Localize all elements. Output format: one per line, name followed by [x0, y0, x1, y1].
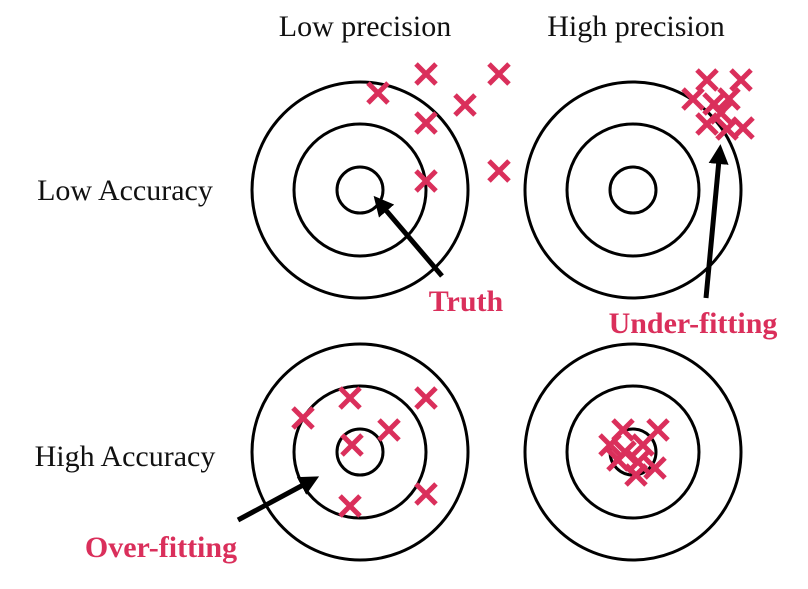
- truth-arrow-icon: [373, 195, 444, 278]
- cross-marker-icon: [377, 418, 401, 442]
- under-fitting-arrow-icon: [703, 144, 729, 299]
- column-header-high-precision: High precision: [547, 10, 724, 43]
- marker-group: [681, 68, 755, 141]
- marker-group: [598, 418, 670, 487]
- annotation-under-fitting: Under-fitting: [609, 307, 778, 340]
- cross-marker-icon: [695, 68, 719, 92]
- middle-ring: [292, 384, 428, 520]
- cross-marker-icon: [291, 406, 315, 430]
- cross-marker-icon: [487, 159, 511, 183]
- cross-marker-icon: [414, 169, 438, 193]
- cross-marker-icon: [414, 482, 438, 506]
- cross-marker-icon: [729, 68, 753, 92]
- over-fitting-arrow-icon: [236, 476, 320, 523]
- cross-marker-icon: [338, 386, 362, 410]
- outer-ring: [523, 342, 743, 562]
- inner-ring: [608, 165, 658, 215]
- cross-marker-icon: [613, 440, 637, 464]
- annotation-over-fitting: Over-fitting: [85, 531, 237, 564]
- cross-marker-icon: [366, 81, 390, 105]
- annotation-truth: Truth: [429, 285, 504, 318]
- cross-marker-icon: [414, 386, 438, 410]
- cross-marker-icon: [643, 456, 667, 480]
- outer-ring: [250, 80, 470, 300]
- target-high-accuracy-high-precision: [523, 342, 743, 562]
- cross-marker-icon: [340, 433, 364, 457]
- cross-marker-icon: [681, 87, 705, 111]
- row-label-low-accuracy: Low Accuracy: [37, 174, 213, 207]
- marker-group: [366, 62, 511, 193]
- cross-marker-icon: [414, 111, 438, 135]
- cross-marker-icon: [598, 433, 622, 457]
- row-label-high-accuracy: High Accuracy: [35, 440, 216, 473]
- middle-ring: [292, 122, 428, 258]
- cross-marker-icon: [487, 62, 511, 86]
- middle-ring: [565, 384, 701, 520]
- cross-marker-icon: [624, 463, 648, 487]
- column-header-low-precision: Low precision: [279, 10, 451, 43]
- inner-ring: [335, 165, 385, 215]
- cross-marker-icon: [414, 62, 438, 86]
- cross-marker-icon: [715, 117, 739, 141]
- inner-ring: [335, 427, 385, 477]
- cross-marker-icon: [338, 494, 362, 518]
- target-high-accuracy-low-precision: [250, 342, 470, 562]
- middle-ring: [565, 122, 701, 258]
- outer-ring: [250, 342, 470, 562]
- outer-ring: [523, 80, 743, 300]
- cross-marker-icon: [453, 93, 477, 117]
- cross-marker-icon: [702, 92, 726, 116]
- cross-marker-icon: [695, 112, 719, 136]
- cross-marker-icon: [631, 433, 655, 457]
- target-low-accuracy-high-precision: [523, 68, 755, 300]
- target-low-accuracy-low-precision: [250, 62, 511, 300]
- marker-group: [291, 386, 438, 518]
